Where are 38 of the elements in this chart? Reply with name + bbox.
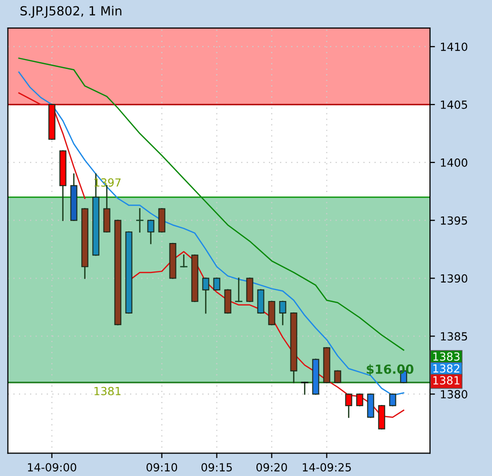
y-tick-label: 1400 xyxy=(440,158,468,167)
candlestick xyxy=(246,278,254,302)
candlestick xyxy=(213,278,220,290)
y-tick-label: 1410 xyxy=(440,42,468,51)
ref-line-label: 1381 xyxy=(94,386,121,396)
candlestick xyxy=(224,289,232,314)
y-tick-label: 1405 xyxy=(440,100,468,109)
text: 1382 xyxy=(433,364,460,373)
candlestick xyxy=(378,405,386,430)
candlestick xyxy=(279,300,286,326)
candlestick xyxy=(235,278,242,302)
candlestick xyxy=(202,278,210,314)
candlestick xyxy=(334,370,342,384)
candlestick xyxy=(257,289,264,314)
text: 1383 xyxy=(433,352,460,361)
y-tick-label: 1385 xyxy=(440,332,468,341)
x-tick-label: 09:15 xyxy=(201,463,232,472)
annotation: $16.00 xyxy=(366,364,414,376)
x-tick-label: 14-09:00 xyxy=(28,463,76,472)
candlestick xyxy=(367,393,374,418)
chart-title: S.JP.J5802, 1 Min xyxy=(20,6,122,18)
candlestick xyxy=(136,208,144,233)
x-tick-label: 14-09:25 xyxy=(302,463,351,472)
candlestick xyxy=(301,382,308,395)
candlestick xyxy=(268,300,276,326)
x-tick-label: 09:10 xyxy=(146,463,178,472)
y-tick-label: 1390 xyxy=(440,274,468,283)
text: 1381 xyxy=(433,376,460,385)
x-tick-label: 09:20 xyxy=(256,463,287,472)
y-tick-label: 1380 xyxy=(440,390,468,398)
candlestick xyxy=(389,393,396,406)
line-series xyxy=(18,58,404,351)
candlestick xyxy=(180,254,188,268)
candlestick xyxy=(158,208,166,233)
y-tick-label: 1395 xyxy=(440,216,468,225)
candlestick xyxy=(345,393,352,418)
candlestick xyxy=(356,393,364,406)
candlestick xyxy=(147,220,154,244)
